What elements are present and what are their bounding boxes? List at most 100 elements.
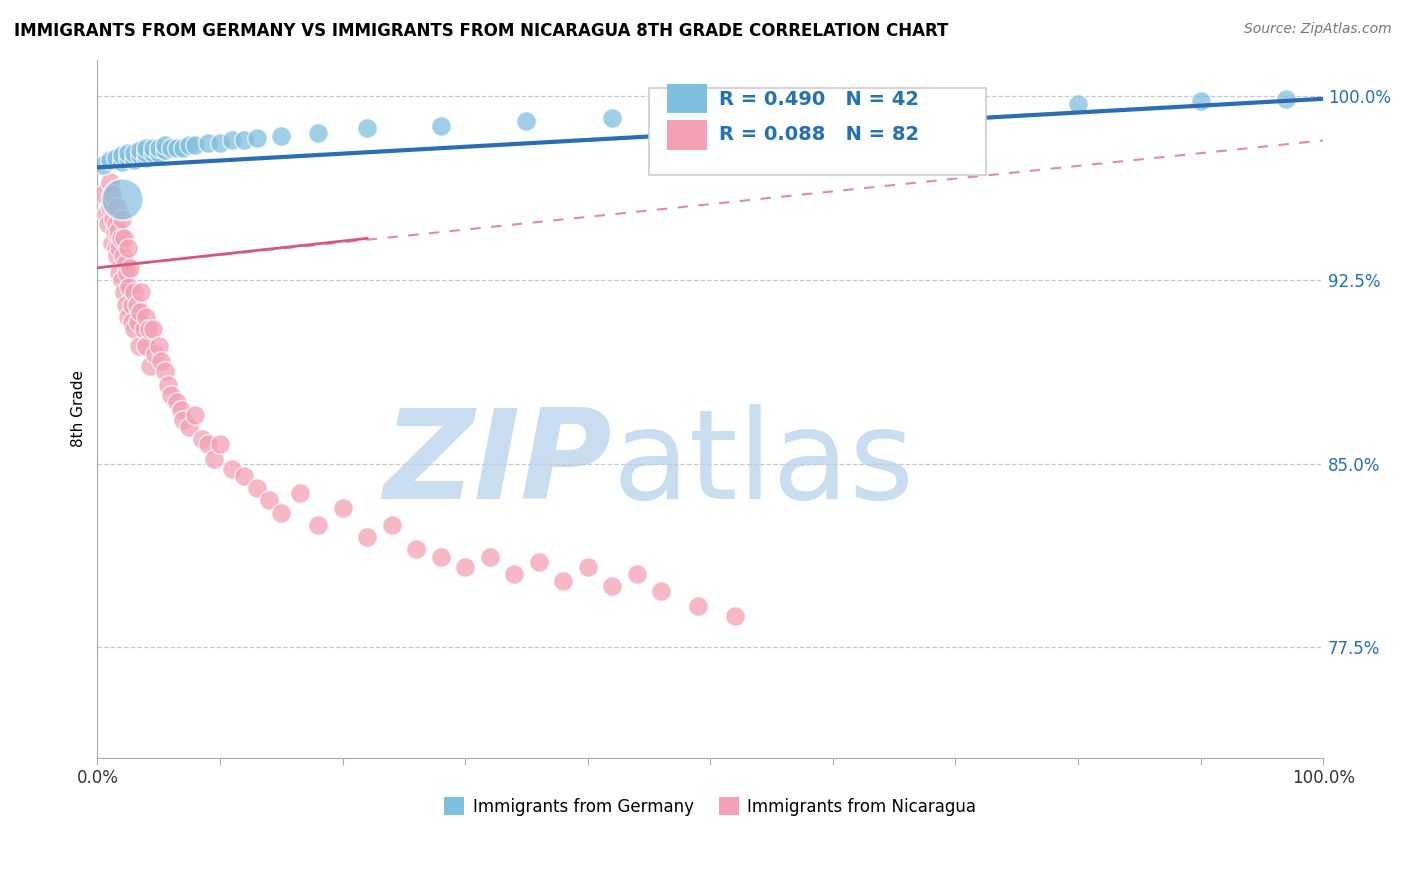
Point [576, 559, 599, 574]
Point [114, 256, 136, 270]
Point [131, 285, 153, 300]
Point [101, 236, 124, 251]
Point [112, 285, 135, 300]
Point [111, 148, 134, 162]
Point [1189, 94, 1212, 108]
Point [527, 555, 550, 569]
Point [104, 217, 127, 231]
Point [111, 155, 134, 169]
Point [98, 175, 121, 189]
Point [132, 322, 155, 336]
Point [112, 231, 135, 245]
Point [553, 574, 575, 589]
Point [945, 99, 967, 113]
Point [699, 109, 721, 123]
Point [166, 141, 188, 155]
Point [270, 506, 292, 520]
Point [122, 153, 145, 167]
Point [135, 151, 157, 165]
Point [103, 224, 125, 238]
Point [626, 566, 648, 581]
FancyBboxPatch shape [668, 84, 707, 113]
Point [172, 141, 194, 155]
Point [515, 113, 537, 128]
Point [233, 469, 256, 483]
Point [127, 315, 149, 329]
Point [172, 412, 194, 426]
Point [129, 305, 152, 319]
Point [104, 241, 127, 255]
Point [129, 143, 152, 157]
Point [270, 128, 292, 143]
Point [184, 138, 207, 153]
Point [1067, 96, 1090, 111]
Point [125, 297, 148, 311]
Point [429, 549, 451, 564]
Point [93, 187, 115, 202]
Point [122, 322, 145, 336]
Point [246, 481, 269, 495]
Point [118, 280, 141, 294]
Point [112, 248, 135, 262]
Point [98, 153, 121, 167]
Point [307, 126, 329, 140]
Point [105, 200, 128, 214]
Point [221, 461, 243, 475]
Point [135, 310, 157, 324]
Point [166, 395, 188, 409]
Point [107, 224, 129, 238]
Point [179, 420, 201, 434]
Point [153, 364, 176, 378]
Point [190, 432, 212, 446]
FancyBboxPatch shape [668, 120, 707, 150]
Legend: Immigrants from Germany, Immigrants from Nicaragua: Immigrants from Germany, Immigrants from… [444, 797, 976, 815]
Point [143, 346, 166, 360]
Point [197, 437, 219, 451]
Point [356, 530, 378, 544]
Point [184, 408, 207, 422]
Point [332, 500, 354, 515]
Point [153, 143, 176, 157]
Point [98, 200, 121, 214]
Point [111, 192, 134, 206]
Point [208, 136, 231, 150]
Point [117, 151, 139, 165]
Point [724, 608, 747, 623]
Point [202, 451, 225, 466]
Point [148, 141, 170, 155]
Point [405, 542, 427, 557]
Point [108, 241, 131, 255]
Point [150, 354, 173, 368]
Point [160, 141, 183, 155]
Point [135, 141, 157, 155]
Point [221, 133, 243, 147]
Point [288, 486, 311, 500]
Point [157, 378, 180, 392]
Point [138, 322, 160, 336]
Point [105, 248, 128, 262]
Point [179, 138, 201, 153]
Point [233, 133, 256, 147]
Point [454, 559, 477, 574]
Point [478, 549, 501, 564]
Point [128, 339, 150, 353]
Point [380, 518, 402, 533]
Point [122, 285, 145, 300]
Point [104, 151, 127, 165]
Point [148, 339, 170, 353]
Point [135, 339, 157, 353]
Text: IMMIGRANTS FROM GERMANY VS IMMIGRANTS FROM NICARAGUA 8TH GRADE CORRELATION CHART: IMMIGRANTS FROM GERMANY VS IMMIGRANTS FR… [14, 22, 949, 40]
Point [356, 121, 378, 136]
Point [135, 145, 157, 160]
Y-axis label: 8th Grade: 8th Grade [72, 370, 86, 447]
Point [257, 493, 280, 508]
Point [246, 131, 269, 145]
Text: R = 0.490   N = 42: R = 0.490 N = 42 [718, 90, 920, 109]
Point [94, 207, 117, 221]
Point [121, 297, 143, 311]
Text: ZIP: ZIP [384, 404, 612, 525]
Point [93, 158, 115, 172]
Point [686, 599, 709, 613]
Point [197, 136, 219, 150]
Point [97, 217, 120, 231]
